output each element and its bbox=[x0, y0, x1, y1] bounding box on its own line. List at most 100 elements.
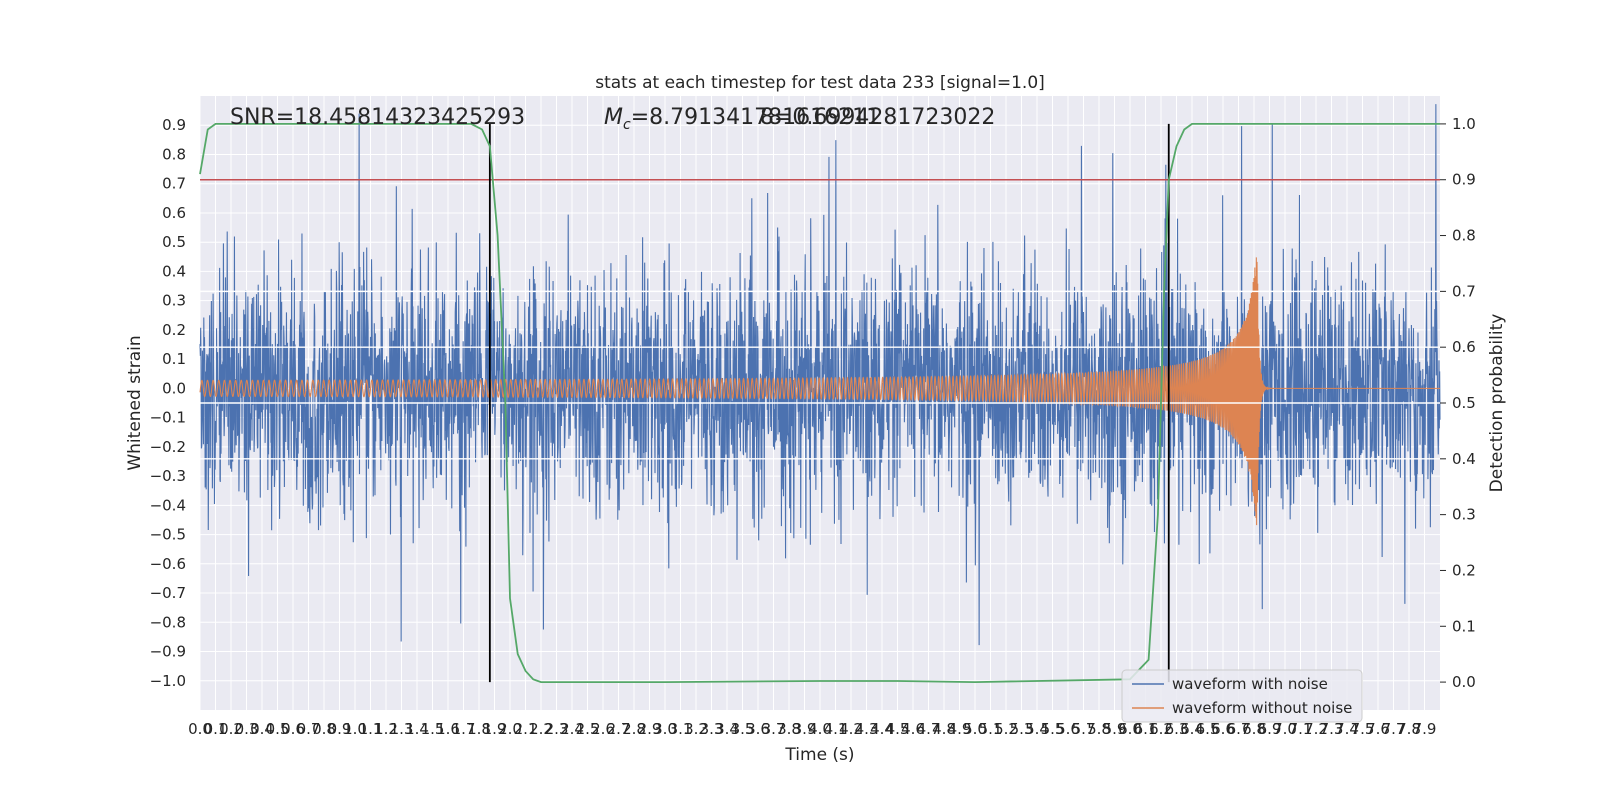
x-tick-label: 5.0 bbox=[963, 720, 987, 738]
x-tick-label: 4.0 bbox=[808, 720, 832, 738]
x-tick-label: 0.3 bbox=[235, 720, 259, 738]
x-tick-label: 3.3 bbox=[700, 720, 724, 738]
y-tick-label: −0.9 bbox=[150, 643, 186, 661]
snr-annotation: SNR=18.45814323425293 bbox=[230, 105, 525, 130]
y-tick-label: −0.7 bbox=[150, 584, 186, 602]
x-tick-label: 0.5 bbox=[266, 720, 290, 738]
y-axis-label: Whitened strain bbox=[125, 335, 145, 470]
x-tick-label: 1.0 bbox=[343, 720, 367, 738]
overlap-annotation: 8=0.6994281723022 bbox=[760, 105, 995, 130]
y2-tick-label: 0.5 bbox=[1452, 394, 1476, 412]
x-tick-label: 1.5 bbox=[421, 720, 445, 738]
x-tick-label: 5.9 bbox=[1103, 720, 1127, 738]
y-tick-label: −0.8 bbox=[150, 613, 186, 631]
y-tick-label: 0.8 bbox=[162, 145, 186, 163]
x-tick-label: 3.9 bbox=[793, 720, 817, 738]
y-tick-label: −0.2 bbox=[150, 438, 186, 456]
y2-tick-label: 0.8 bbox=[1452, 227, 1476, 245]
x-tick-label: 1.9 bbox=[483, 720, 507, 738]
x-tick-label: 4.8 bbox=[932, 720, 956, 738]
detection-probability-line bbox=[199, 123, 1440, 683]
axes-layer: 0.00.10.20.30.40.50.60.70.80.91.01.11.21… bbox=[150, 115, 1476, 738]
legend-label-clean: waveform without noise bbox=[1172, 699, 1352, 717]
x-tick-label: 3.4 bbox=[715, 720, 739, 738]
y2-tick-label: 0.1 bbox=[1452, 617, 1476, 635]
y-tick-label: 0.3 bbox=[162, 292, 186, 310]
x-tick-label: 0.4 bbox=[250, 720, 274, 738]
x-tick-label: 3.5 bbox=[731, 720, 755, 738]
x-tick-label: 2.9 bbox=[638, 720, 662, 738]
x-tick-label: 4.6 bbox=[901, 720, 925, 738]
legend-label-noisy: waveform with noise bbox=[1172, 675, 1328, 693]
x-tick-label: 2.3 bbox=[545, 720, 569, 738]
y-tick-label: −0.1 bbox=[150, 409, 186, 427]
x-tick-label: 7.6 bbox=[1366, 720, 1390, 738]
x-tick-label: 1.7 bbox=[452, 720, 476, 738]
x-tick-label: 6.2 bbox=[1149, 720, 1173, 738]
y2-tick-label: 0.4 bbox=[1452, 450, 1476, 468]
y2-tick-label: 0.7 bbox=[1452, 282, 1476, 300]
series-layer bbox=[199, 104, 1441, 683]
chirp-mass-symbol: M bbox=[604, 105, 623, 130]
x-tick-label: 0.8 bbox=[312, 720, 336, 738]
x-tick-label: 6.8 bbox=[1242, 720, 1266, 738]
x-tick-label: 4.5 bbox=[886, 720, 910, 738]
x-tick-label: 3.6 bbox=[746, 720, 770, 738]
x-tick-label: 5.8 bbox=[1087, 720, 1111, 738]
legend-box bbox=[1121, 669, 1363, 723]
x-tick-label: 6.9 bbox=[1258, 720, 1282, 738]
x-axis-label: Time (s) bbox=[784, 745, 854, 765]
x-tick-label: 4.4 bbox=[870, 720, 894, 738]
x-tick-label: 4.3 bbox=[855, 720, 879, 738]
y-tick-label: 0.4 bbox=[162, 262, 186, 280]
legend: waveform with noise waveform without noi… bbox=[1121, 669, 1363, 723]
x-tick-label: 6.6 bbox=[1211, 720, 1235, 738]
x-tick-label: 6.5 bbox=[1196, 720, 1220, 738]
x-tick-label: 7.0 bbox=[1273, 720, 1297, 738]
x-tick-label: 1.8 bbox=[467, 720, 491, 738]
x-tick-label: 5.3 bbox=[1010, 720, 1034, 738]
x-tick-label: 7.3 bbox=[1320, 720, 1344, 738]
x-tick-label: 7.1 bbox=[1289, 720, 1313, 738]
x-tick-label: 0.9 bbox=[328, 720, 352, 738]
x-tick-label: 7.9 bbox=[1413, 720, 1437, 738]
y2-tick-label: 0.0 bbox=[1452, 673, 1476, 691]
y2-tick-label: 0.2 bbox=[1452, 561, 1476, 579]
y2-tick-label: 0.3 bbox=[1452, 506, 1476, 524]
x-tick-label: 4.9 bbox=[948, 720, 972, 738]
x-tick-label: 2.1 bbox=[514, 720, 538, 738]
x-tick-label: 5.7 bbox=[1072, 720, 1096, 738]
x-tick-label: 0.7 bbox=[297, 720, 321, 738]
waveform-without-noise-line bbox=[199, 257, 1440, 526]
x-tick-label: 6.0 bbox=[1118, 720, 1142, 738]
y-tick-label: 0.6 bbox=[162, 204, 186, 222]
y-tick-label: −0.6 bbox=[150, 555, 186, 573]
x-tick-label: 3.2 bbox=[684, 720, 708, 738]
x-tick-label: 1.4 bbox=[405, 720, 429, 738]
y-tick-label: 0.5 bbox=[162, 233, 186, 251]
y2-tick-label: 0.9 bbox=[1452, 171, 1476, 189]
x-tick-label: 2.7 bbox=[607, 720, 631, 738]
y-tick-label: 0.7 bbox=[162, 175, 186, 193]
x-tick-label: 7.7 bbox=[1382, 720, 1406, 738]
x-tick-label: 7.4 bbox=[1335, 720, 1359, 738]
x-tick-label: 2.8 bbox=[622, 720, 646, 738]
x-tick-label: 3.7 bbox=[762, 720, 786, 738]
x-tick-label: 2.4 bbox=[560, 720, 584, 738]
chirp-mass-subscript: c bbox=[623, 117, 631, 133]
x-tick-label: 0.0 bbox=[188, 720, 212, 738]
y-tick-label: −0.3 bbox=[150, 467, 186, 485]
y-tick-label: −0.4 bbox=[150, 496, 186, 514]
y-tick-label: −0.5 bbox=[150, 526, 186, 544]
x-tick-label: 4.1 bbox=[824, 720, 848, 738]
chirp-mass-annotation: Mc=8.791341781616211 bbox=[604, 105, 880, 133]
x-tick-label: 0.1 bbox=[204, 720, 228, 738]
chirp-mass-value: =8.791341781616211 bbox=[631, 105, 880, 130]
x-tick-label: 2.5 bbox=[576, 720, 600, 738]
x-tick-label: 2.0 bbox=[498, 720, 522, 738]
x-tick-label: 1.3 bbox=[390, 720, 414, 738]
x-tick-label: 3.8 bbox=[777, 720, 801, 738]
x-tick-label: 5.6 bbox=[1056, 720, 1080, 738]
x-tick-label: 5.2 bbox=[994, 720, 1018, 738]
